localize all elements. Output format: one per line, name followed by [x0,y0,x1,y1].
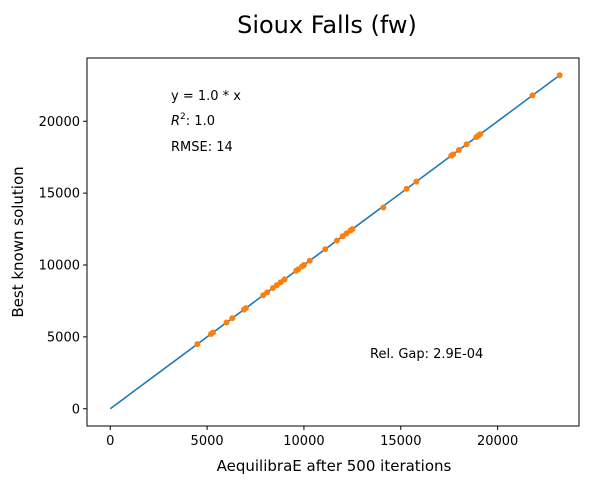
data-point [194,341,201,348]
data-point [223,319,230,326]
y-axis-ticks: 0 5000 10000 15000 20000 [39,115,87,417]
data-point [403,185,410,192]
data-point [242,305,249,312]
x-axis-ticks: 0 5000 10000 15000 20000 [106,426,518,449]
data-point [300,262,307,268]
y-tick-label: 20000 [39,115,80,130]
rmse-annotation: RMSE: 14 [171,140,233,155]
r-squared-annotation: R2: 1.0 [171,112,215,129]
data-point [380,204,387,211]
rel-gap-annotation: Rel. Gap: 2.9E-04 [370,347,483,362]
data-point [463,141,470,148]
x-tick-label: 0 [106,434,114,449]
plot-frame [86,57,580,427]
x-tick-label: 15000 [380,434,421,449]
x-tick-label: 5000 [191,434,224,449]
data-points [194,72,563,348]
data-point [477,131,484,138]
data-point [529,92,536,99]
y-tick-label: 5000 [47,330,80,345]
data-point [281,276,288,283]
equation-annotation: y = 1.0 * x [171,89,241,104]
chart-title: Sioux Falls (fw) [237,11,417,39]
data-point [322,246,329,253]
data-point [450,151,457,158]
data-point [229,315,236,322]
y-tick-label: 0 [72,402,80,417]
data-point [455,147,462,153]
data-point [349,226,356,233]
y-tick-label: 10000 [39,259,80,274]
data-point [209,329,216,336]
data-point [556,72,563,79]
x-tick-label: 20000 [477,434,518,449]
data-point [413,178,420,185]
y-axis-label: Best known solution [9,166,27,317]
data-point [264,289,271,296]
x-axis-label: AequilibraE after 500 iterations [217,457,452,475]
x-tick-label: 10000 [283,434,324,449]
y-tick-label: 15000 [39,187,80,202]
data-point [333,237,340,244]
data-point [306,257,313,264]
